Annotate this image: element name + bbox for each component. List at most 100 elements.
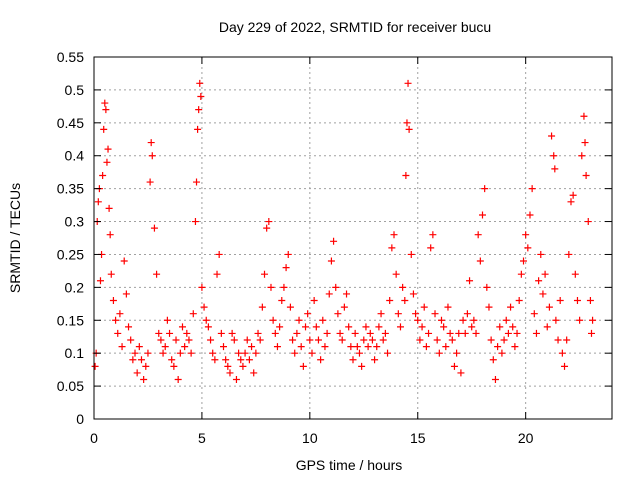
data-point (125, 323, 133, 331)
data-point (187, 349, 195, 357)
data-point (513, 329, 521, 337)
data-point (276, 323, 284, 331)
y-tick-label: 0.3 (65, 214, 85, 230)
data-point (507, 303, 515, 311)
data-point (336, 329, 344, 337)
data-point (245, 356, 253, 364)
data-point (364, 343, 372, 351)
data-point (239, 362, 247, 370)
data-point (332, 283, 340, 291)
data-point (355, 349, 363, 357)
data-point (433, 336, 441, 344)
data-point (137, 356, 145, 364)
data-point (99, 171, 107, 179)
data-point (209, 349, 217, 357)
y-tick-label: 0.4 (65, 148, 85, 164)
data-point (468, 323, 476, 331)
data-point (286, 303, 294, 311)
data-point (148, 152, 156, 160)
data-point (563, 336, 571, 344)
data-point (399, 283, 407, 291)
data-point (146, 178, 154, 186)
data-point (392, 270, 400, 278)
y-tick-label: 0.55 (57, 49, 84, 65)
data-point (107, 270, 115, 278)
data-point (144, 349, 152, 357)
data-point (457, 369, 465, 377)
data-point (558, 349, 566, 357)
data-point (418, 323, 426, 331)
data-point (252, 349, 260, 357)
data-point (284, 250, 292, 258)
data-point (487, 336, 495, 344)
data-point (537, 250, 545, 258)
data-point (404, 79, 412, 87)
y-tick-label: 0.15 (57, 312, 84, 328)
data-point (193, 178, 201, 186)
data-point (237, 356, 245, 364)
data-point (502, 316, 510, 324)
data-point (485, 303, 493, 311)
data-point (489, 356, 497, 364)
data-point (198, 283, 206, 291)
data-point (345, 323, 353, 331)
data-point (420, 303, 428, 311)
data-point (580, 112, 588, 120)
data-point (176, 349, 184, 357)
data-point (526, 211, 534, 219)
data-point (120, 257, 128, 265)
x-tick-label: 20 (518, 430, 534, 446)
data-point (295, 316, 303, 324)
data-point (481, 185, 489, 193)
data-point (532, 329, 540, 337)
data-point (530, 310, 538, 318)
data-point (317, 356, 325, 364)
data-point (94, 198, 102, 206)
data-point (422, 343, 430, 351)
data-point (340, 303, 348, 311)
data-point (194, 125, 202, 133)
data-point (243, 336, 251, 344)
data-point (181, 343, 189, 351)
data-point (425, 329, 433, 337)
data-point (299, 362, 307, 370)
data-point (100, 125, 108, 133)
data-point (347, 343, 355, 351)
data-point (131, 349, 139, 357)
data-point (91, 362, 99, 370)
data-point (254, 329, 262, 337)
data-point (520, 257, 528, 265)
data-point (116, 310, 124, 318)
data-point (446, 329, 454, 337)
data-point (147, 139, 155, 147)
data-point (273, 343, 281, 351)
data-point (511, 343, 519, 351)
data-point (103, 158, 111, 166)
data-point (163, 316, 171, 324)
x-tick-label: 0 (90, 430, 98, 446)
data-point (427, 244, 435, 252)
data-point (474, 231, 482, 239)
data-point (589, 316, 597, 324)
data-point (442, 343, 450, 351)
data-point (402, 171, 410, 179)
y-tick-label: 0.35 (57, 181, 84, 197)
data-point (228, 329, 236, 337)
data-point (366, 329, 374, 337)
data-point (556, 297, 564, 305)
data-point (168, 356, 176, 364)
data-point (401, 297, 409, 305)
data-point (269, 316, 277, 324)
data-point (261, 270, 269, 278)
x-tick-label: 5 (198, 430, 206, 446)
data-point (358, 362, 366, 370)
data-point (461, 329, 469, 337)
data-point (444, 303, 452, 311)
data-point (304, 310, 312, 318)
data-point (105, 204, 113, 212)
data-point (405, 125, 413, 133)
data-point (248, 343, 256, 351)
data-point (509, 323, 517, 331)
x-axis-label: GPS time / hours (296, 457, 403, 473)
